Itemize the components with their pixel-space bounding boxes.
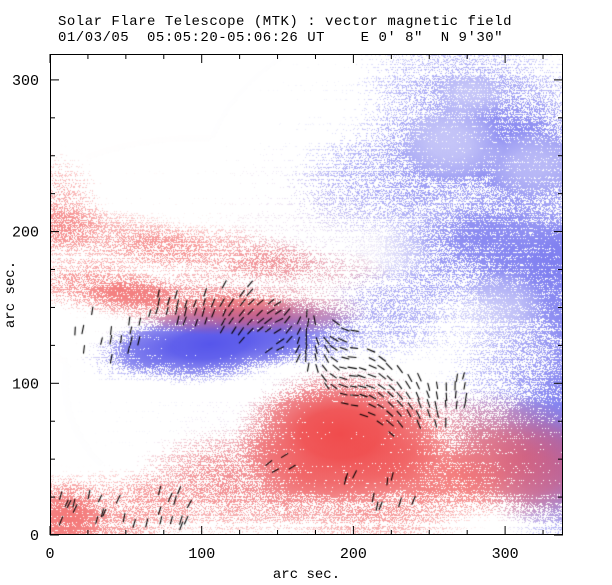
svg-text:200: 200 [340,546,367,563]
svg-text:arc sec.: arc sec. [3,261,19,328]
svg-text:100: 100 [12,376,39,393]
svg-text:arc sec.: arc sec. [273,567,340,583]
svg-text:0: 0 [30,528,39,545]
svg-text:300: 300 [492,546,519,563]
svg-text:0: 0 [45,546,54,563]
svg-text:100: 100 [188,546,215,563]
svg-text:300: 300 [12,73,39,90]
svg-text:200: 200 [12,225,39,242]
